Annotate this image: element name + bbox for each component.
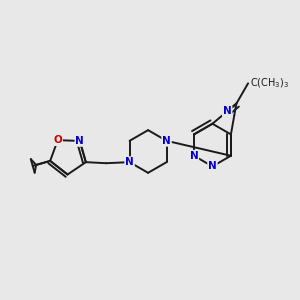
Text: N: N	[223, 106, 232, 116]
Text: N: N	[162, 136, 171, 146]
Text: O: O	[53, 135, 62, 145]
Text: N: N	[208, 161, 217, 171]
Text: N: N	[125, 157, 134, 167]
Text: N: N	[190, 151, 198, 161]
Text: C(CH$_3$)$_3$: C(CH$_3$)$_3$	[250, 76, 289, 90]
Text: N: N	[75, 136, 84, 146]
